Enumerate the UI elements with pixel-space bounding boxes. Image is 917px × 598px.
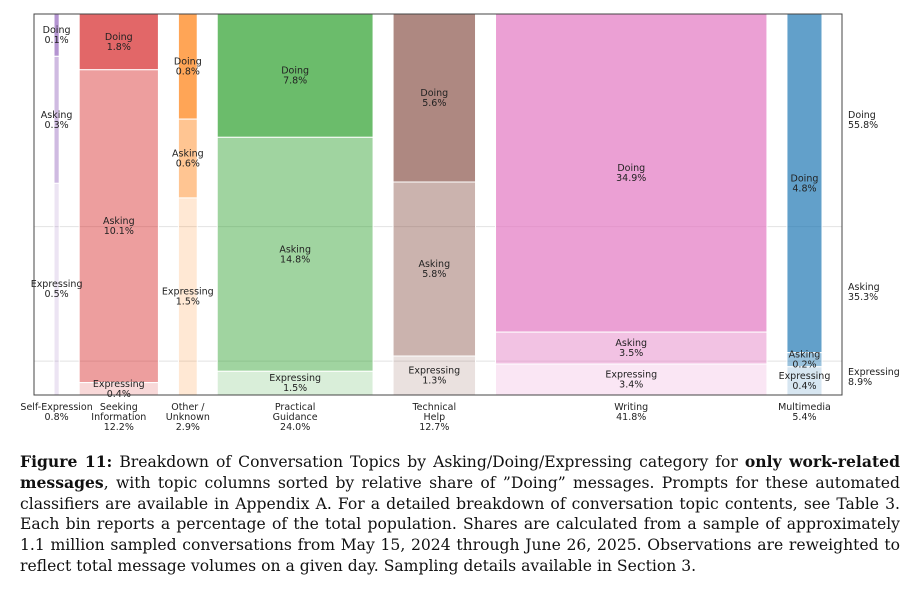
- segment-labels: Doing 0.1% Asking 0.3% Expressing 0.5% Doing 1.…: [31, 25, 831, 400]
- segment-label-writing-asking: Asking 3.5%: [615, 338, 647, 359]
- segment-label-multimedia-expressing: Expressing 0.4%: [779, 371, 831, 392]
- segment-label-multimedia-asking: Asking 0.2%: [789, 350, 821, 371]
- segment-label-self-expression-expressing: Expressing 0.5%: [31, 279, 83, 300]
- segment-label-self-expression-doing: Doing 0.1%: [43, 25, 71, 46]
- segment-label-practical-guidance-expressing: Expressing 1.5%: [269, 373, 321, 394]
- bar-practical-guidance-doing: [216, 13, 374, 138]
- column-labels: Self-Expression 0.8%Seeking Information 12.…: [20, 402, 830, 433]
- total-label-asking: Asking 35.3%: [848, 282, 880, 303]
- mosaic-chart: Doing 0.1% Asking 0.3% Expressing 0.5% Doing 1.…: [20, 13, 900, 433]
- total-labels: Doing 55.8% Asking 35.3% Expressing 8.9%: [848, 110, 900, 388]
- segment-label-writing-expressing: Expressing 3.4%: [605, 370, 657, 391]
- total-label-doing: Doing 55.8%: [848, 110, 878, 131]
- segment-label-other-unknown-expressing: Expressing 1.5%: [162, 286, 214, 307]
- total-label-expressing: Expressing 8.9%: [848, 367, 900, 388]
- segment-label-self-expression-asking: Asking 0.3%: [41, 110, 73, 131]
- segment-label-seeking-information-asking: Asking 10.1%: [103, 216, 135, 237]
- bar-technical-help-doing: [392, 13, 477, 183]
- segment-label-practical-guidance-asking: Asking 14.8%: [279, 244, 311, 265]
- segment-label-other-unknown-asking: Asking 0.6%: [172, 149, 204, 170]
- bar-writing-doing: [495, 13, 768, 333]
- segment-label-technical-help-doing: Doing 5.6%: [420, 88, 448, 109]
- figure-caption: Figure 11: Breakdown of Conversation Top…: [20, 452, 900, 577]
- segment-label-multimedia-doing: Doing 4.8%: [791, 173, 819, 194]
- bar-multimedia-doing: [786, 13, 823, 354]
- bar-practical-guidance-asking: [216, 136, 374, 372]
- column-label-technical-help: Technical Help 12.7%: [411, 402, 456, 433]
- plot-frame: [33, 13, 843, 396]
- column-label-other-unknown: Other / Unknown 2.9%: [166, 402, 210, 433]
- caption-bold: only work-related messages: [20, 452, 900, 492]
- segment-label-technical-help-asking: Asking 5.8%: [418, 259, 450, 280]
- segment-label-seeking-information-doing: Doing 1.8%: [105, 32, 133, 53]
- bar-technical-help-asking: [392, 181, 477, 357]
- caption-label: Figure 11:: [20, 452, 113, 471]
- column-label-writing: Writing 41.8%: [614, 402, 648, 423]
- bar-writing-expressing: [495, 363, 768, 396]
- mosaic-bars: [53, 13, 823, 396]
- caption-text-c: , with topic columns sorted by relative …: [20, 473, 900, 575]
- column-label-self-expression: Self-Expression 0.8%: [20, 402, 92, 423]
- column-label-practical-guidance: Practical Guidance 24.0%: [273, 402, 318, 433]
- caption-text-a: Breakdown of Conversation Topics by Aski…: [112, 453, 745, 471]
- column-label-multimedia: Multimedia 5.4%: [778, 402, 831, 423]
- segment-label-writing-doing: Doing 34.9%: [616, 163, 646, 184]
- segment-label-technical-help-expressing: Expressing 1.3%: [408, 366, 460, 387]
- segment-label-other-unknown-doing: Doing 0.8%: [174, 57, 202, 78]
- bar-writing-asking: [495, 331, 768, 365]
- bar-seeking-information-asking: [78, 69, 159, 384]
- column-label-seeking-information: Seeking Information 12.2%: [91, 402, 146, 433]
- segment-label-practical-guidance-doing: Doing 7.8%: [281, 66, 309, 87]
- segment-label-seeking-information-expressing: Expressing 0.4%: [93, 379, 145, 400]
